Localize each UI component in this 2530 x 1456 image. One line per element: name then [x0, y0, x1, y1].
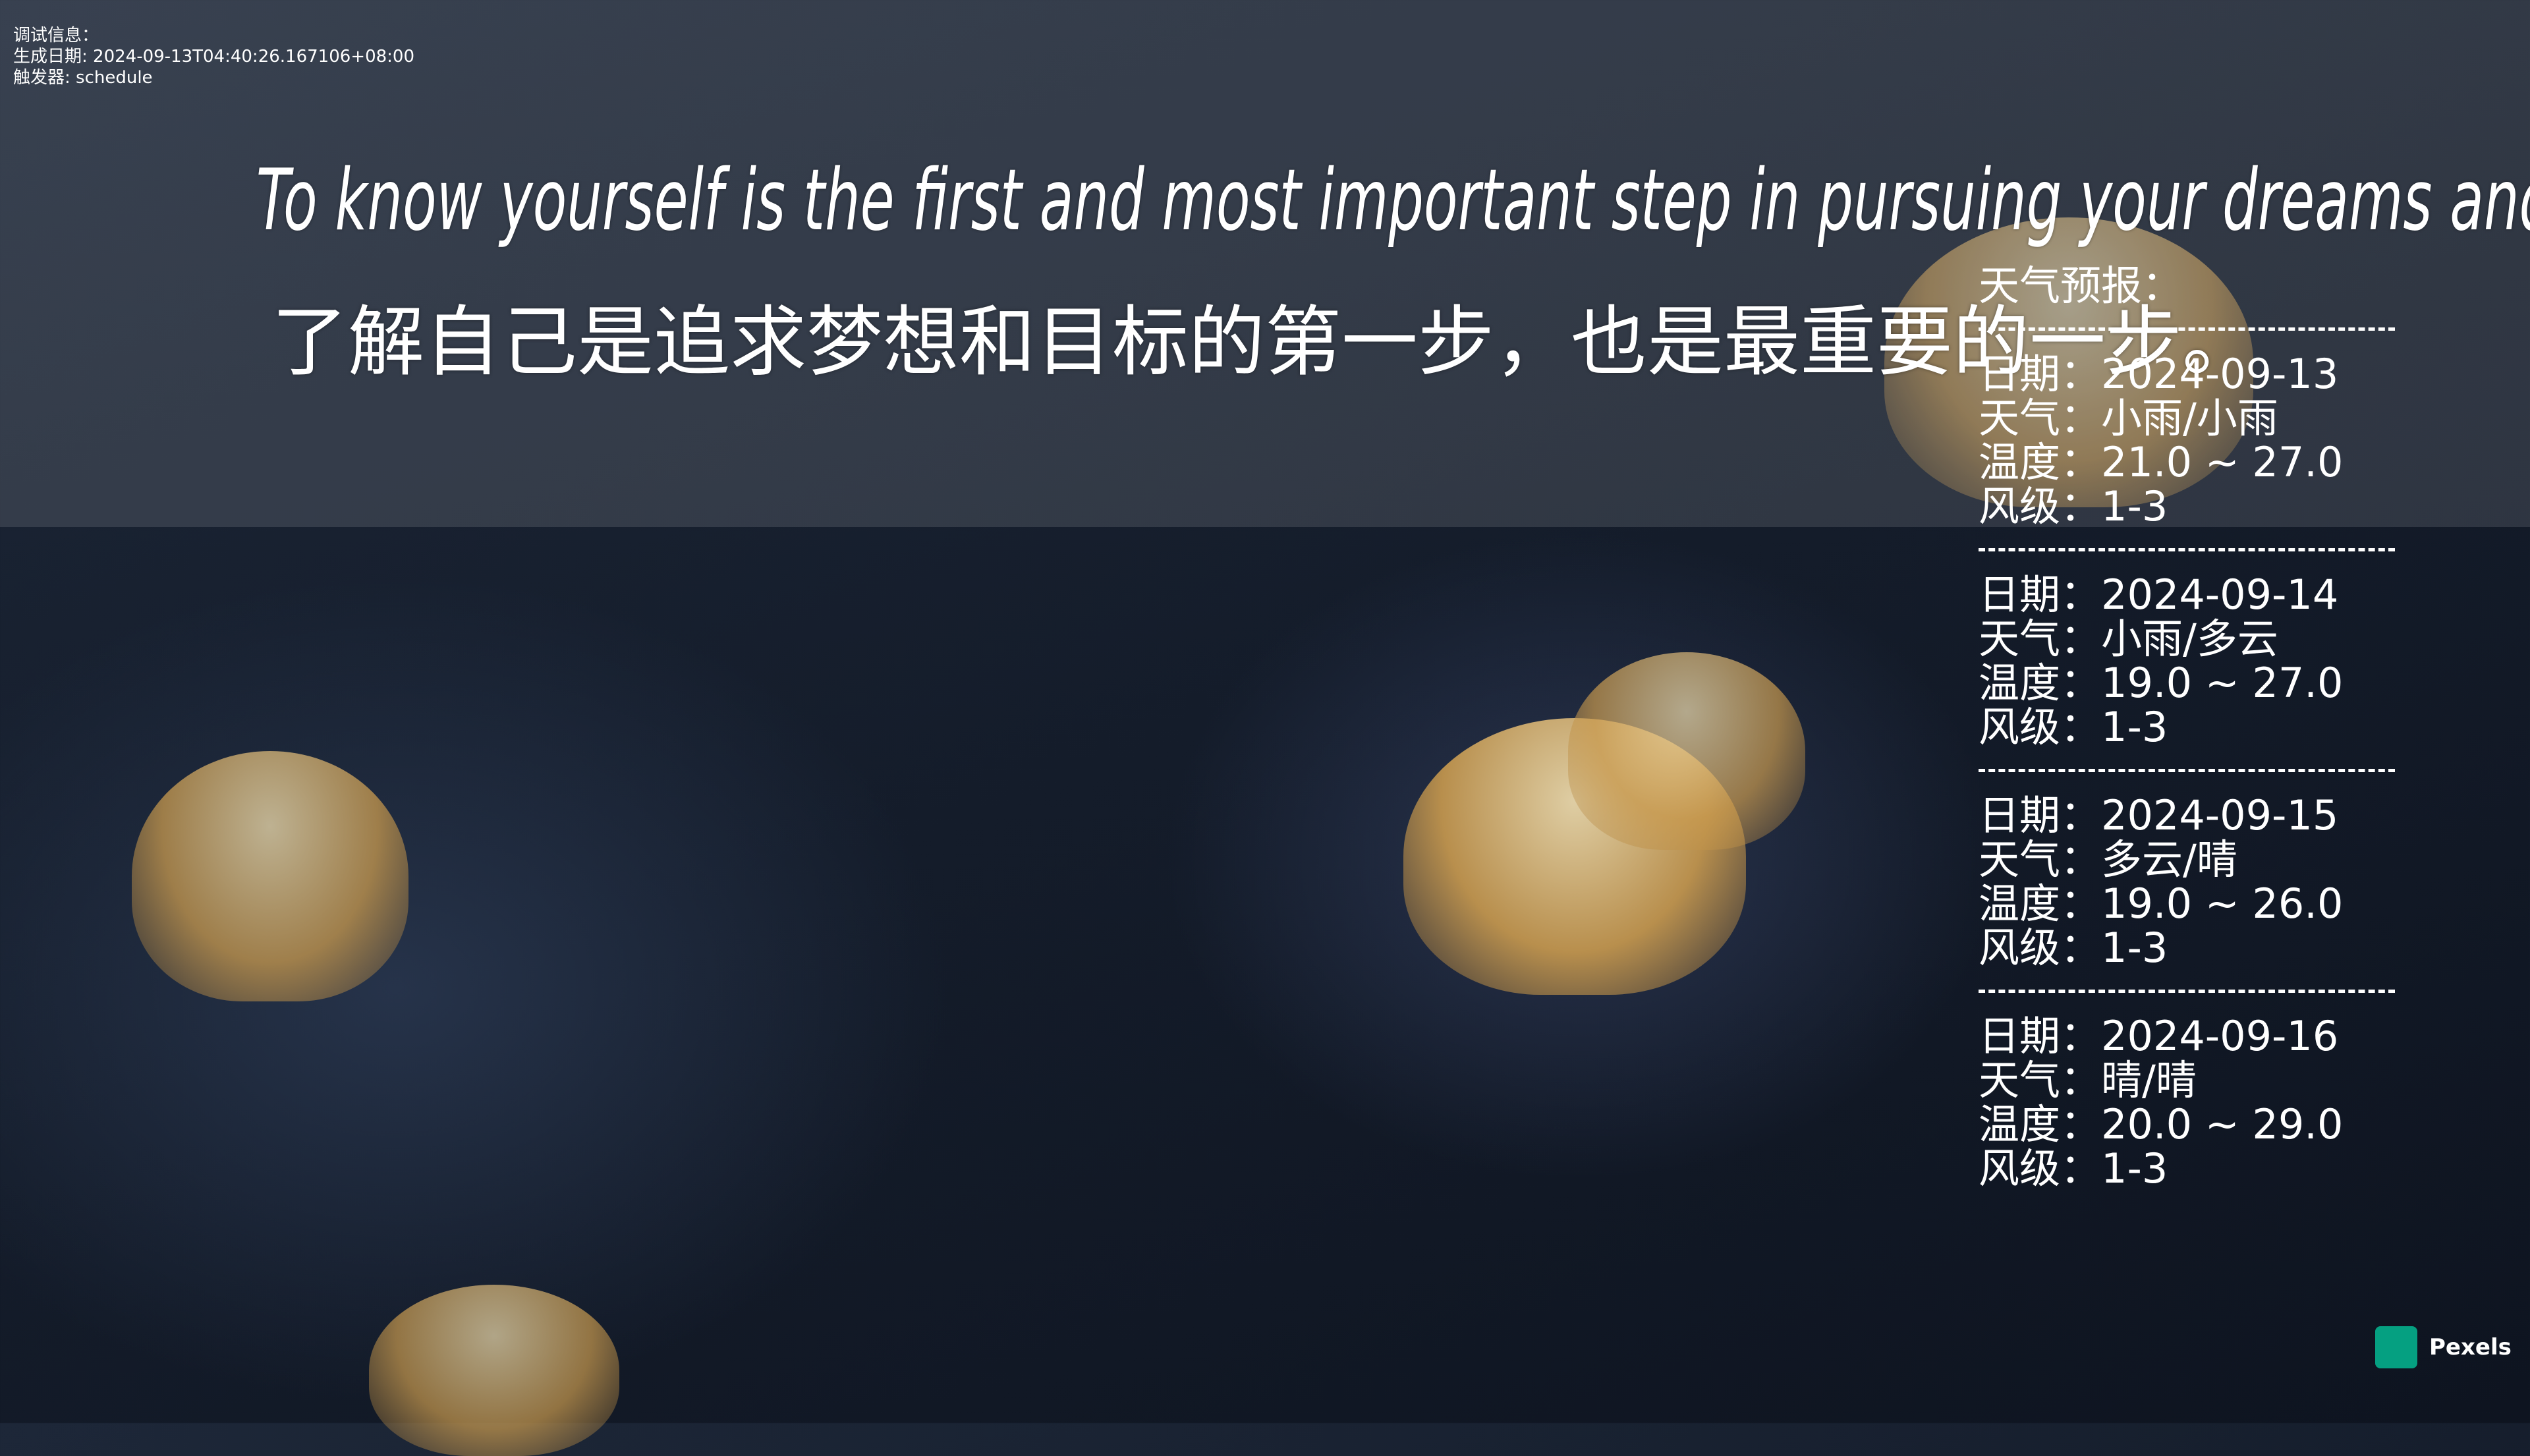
- weather-wind: 风级：1-3: [1979, 1144, 2168, 1192]
- weather-wind: 风级：1-3: [1979, 924, 2168, 972]
- separator: [1979, 548, 2395, 551]
- weather-weather: 天气：晴/晴: [1979, 1056, 2197, 1104]
- quote-en: To know yourself is the first and most i…: [256, 152, 2530, 250]
- weather-weather: 天气：多云/晴: [1979, 835, 2237, 883]
- jellyfish: [132, 751, 408, 1001]
- weather-temp: 温度：20.0 ~ 29.0: [1979, 1100, 2344, 1148]
- weather-wind: 风级：1-3: [1979, 703, 2168, 751]
- quote-zh: 了解自己是追求梦想和目标的第一步，也是最重要的一步。: [271, 298, 2259, 387]
- weather-weather: 天气：小雨/多云: [1979, 615, 2278, 663]
- weather-date: 日期：2024-09-13: [1979, 350, 2339, 398]
- watermark-text: Pexels: [2429, 1334, 2512, 1360]
- weather-date: 日期：2024-09-16: [1979, 1012, 2339, 1060]
- separator: [1979, 327, 2395, 331]
- jellyfish: [1568, 652, 1805, 850]
- weather-temp: 温度：19.0 ~ 26.0: [1979, 880, 2344, 928]
- debug-trigger: 触发器: schedule: [13, 68, 153, 88]
- weather-temp: 温度：19.0 ~ 27.0: [1979, 659, 2344, 707]
- separator: [1979, 769, 2395, 772]
- weather-date: 日期：2024-09-15: [1979, 791, 2339, 839]
- separator: [1979, 990, 2395, 993]
- weather-title: 天气预报：: [1979, 262, 2183, 310]
- debug-generated: 生成日期: 2024-09-13T04:40:26.167106+08:00: [13, 47, 415, 67]
- watermark-icon: [2375, 1326, 2417, 1368]
- jellyfish: [1884, 217, 2253, 507]
- weather-date: 日期：2024-09-14: [1979, 571, 2339, 619]
- weather-weather: 天气：小雨/小雨: [1979, 394, 2278, 442]
- jellyfish: [369, 1285, 619, 1456]
- debug-info: 调试信息： 生成日期: 2024-09-13T04:40:26.167106+0…: [13, 25, 414, 88]
- top-band: [0, 0, 2530, 527]
- debug-label: 调试信息：: [13, 26, 99, 45]
- watermark: Pexels: [2375, 1326, 2512, 1368]
- weather-wind: 风级：1-3: [1979, 482, 2168, 530]
- weather-panel: 天气预报： 日期：2024-09-13 天气：小雨/小雨 温度：21.0 ~ 27.…: [1979, 264, 2395, 1190]
- weather-temp: 温度：21.0 ~ 27.0: [1979, 438, 2344, 486]
